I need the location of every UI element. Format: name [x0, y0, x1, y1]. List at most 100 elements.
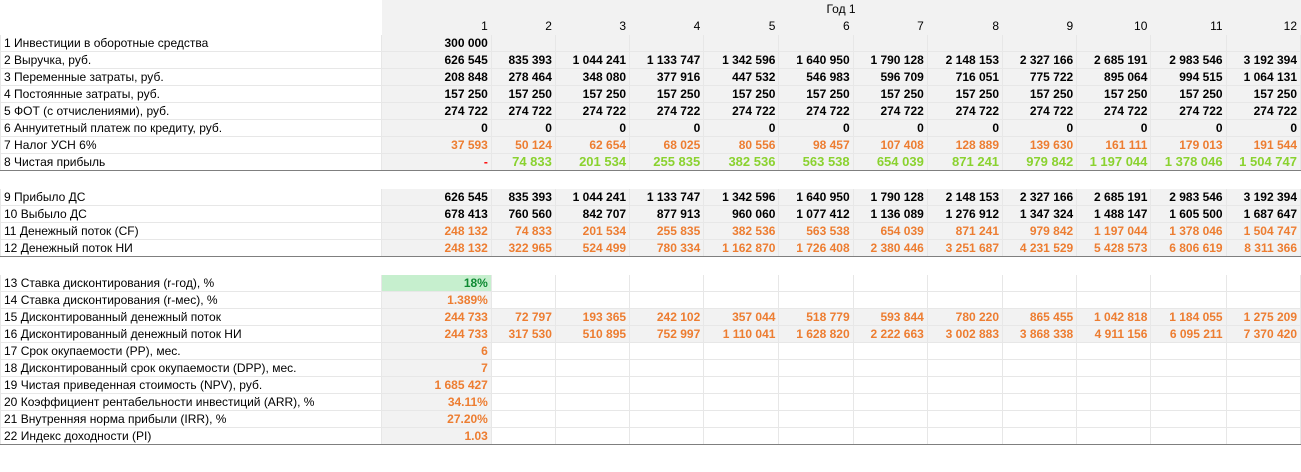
cell-r13-m3[interactable]: [554, 274, 631, 292]
cell-r1-m11[interactable]: [1150, 34, 1227, 52]
cell-r9-m4[interactable]: 1 133 747: [629, 188, 705, 206]
row-label-10[interactable]: 10 Выбыло ДС: [0, 205, 383, 223]
cell-r12-m11[interactable]: 6 806 619: [1150, 239, 1227, 257]
cell-r14-m11[interactable]: [1150, 291, 1227, 309]
cell-r9-m5[interactable]: 1 342 596: [703, 188, 780, 206]
cell-r15-m7[interactable]: 593 844: [852, 308, 928, 326]
cell-r19-m2[interactable]: [490, 376, 556, 394]
cell-r7-m5[interactable]: 80 556: [703, 136, 780, 154]
corner-cell[interactable]: [0, 17, 383, 35]
cell-r4-m9[interactable]: 157 250: [1002, 85, 1078, 103]
cell-r10-m4[interactable]: 877 913: [629, 205, 705, 223]
cell-r8-m10[interactable]: 1 197 044: [1076, 153, 1152, 171]
cell-r6-m1[interactable]: 0: [381, 119, 492, 137]
cell-r13-m2[interactable]: [490, 274, 556, 292]
cell-r10-m2[interactable]: 760 560: [490, 205, 556, 223]
cell-r1-m8[interactable]: [926, 34, 1004, 52]
cell-r21-m2[interactable]: [490, 410, 556, 428]
cell-r4-m3[interactable]: 157 250: [554, 85, 631, 103]
cell-r1-m12[interactable]: [1225, 34, 1301, 52]
cell-r10-m11[interactable]: 1 605 500: [1150, 205, 1227, 223]
month-header-5[interactable]: 5: [703, 17, 780, 35]
cell-r16-m6[interactable]: 1 628 820: [778, 325, 854, 343]
cell-r11-m3[interactable]: 201 534: [554, 222, 631, 240]
cell-r13-m11[interactable]: [1150, 274, 1227, 292]
row-label-19[interactable]: 19 Чистая приведенная стоимость (NPV), р…: [0, 376, 383, 394]
cell-r13-m5[interactable]: [703, 274, 780, 292]
cell-r10-m3[interactable]: 842 707: [554, 205, 631, 223]
cell-r17-m2[interactable]: [490, 342, 556, 360]
cell-r16-m1[interactable]: 244 733: [381, 325, 492, 343]
cell-r12-m3[interactable]: 524 499: [554, 239, 631, 257]
row-label-13[interactable]: 13 Ставка дисконтирования (r-год), %: [0, 274, 383, 292]
row-label-3[interactable]: 3 Переменные затраты, руб.: [0, 68, 383, 86]
cell-r16-m5[interactable]: 1 110 041: [703, 325, 780, 343]
cell-r5-m12[interactable]: 274 722: [1225, 102, 1301, 120]
cell-r4-m5[interactable]: 157 250: [703, 85, 780, 103]
cell-r22-m2[interactable]: [490, 427, 556, 445]
cell-r21-m8[interactable]: [926, 410, 1004, 428]
cell-r11-m1[interactable]: 248 132: [381, 222, 492, 240]
cell-r9-m8[interactable]: 2 148 153: [926, 188, 1004, 206]
cell-r15-m9[interactable]: 865 455: [1002, 308, 1078, 326]
cell-r2-m7[interactable]: 1 790 128: [852, 51, 928, 69]
cell-r18-m5[interactable]: [703, 359, 780, 377]
cell-r4-m7[interactable]: 157 250: [852, 85, 928, 103]
cell-r16-m10[interactable]: 4 911 156: [1076, 325, 1152, 343]
cell-r7-m4[interactable]: 68 025: [629, 136, 705, 154]
cell-r22-m7[interactable]: [852, 427, 928, 445]
month-header-4[interactable]: 4: [629, 17, 705, 35]
cell-r21-m5[interactable]: [703, 410, 780, 428]
cell-r9-m11[interactable]: 2 983 546: [1150, 188, 1227, 206]
cell-r21-m6[interactable]: [778, 410, 854, 428]
cell-r1-m2[interactable]: [490, 34, 556, 52]
cell-r22-m3[interactable]: [554, 427, 631, 445]
empty-cell[interactable]: [381, 170, 492, 189]
cell-r8-m4[interactable]: 255 835: [629, 153, 705, 171]
cell-r22-m10[interactable]: [1076, 427, 1152, 445]
cell-r3-m5[interactable]: 447 532: [703, 68, 780, 86]
cell-r3-m9[interactable]: 775 722: [1002, 68, 1078, 86]
cell-r14-m9[interactable]: [1002, 291, 1078, 309]
cell-r22-m9[interactable]: [1002, 427, 1078, 445]
cell-r2-m10[interactable]: 2 685 191: [1076, 51, 1152, 69]
cell-r9-m10[interactable]: 2 685 191: [1076, 188, 1152, 206]
cell-r11-m7[interactable]: 654 039: [852, 222, 928, 240]
cell-r2-m12[interactable]: 3 192 394: [1225, 51, 1301, 69]
row-label-17[interactable]: 17 Срок окупаемости (PP), мес.: [0, 342, 383, 360]
cell-r12-m7[interactable]: 2 380 446: [852, 239, 928, 257]
cell-r18-m12[interactable]: [1225, 359, 1301, 377]
cell-r22-m5[interactable]: [703, 427, 780, 445]
empty-cell[interactable]: [1225, 256, 1301, 275]
cell-r3-m6[interactable]: 546 983: [778, 68, 854, 86]
cell-r9-m12[interactable]: 3 192 394: [1225, 188, 1301, 206]
cell-r5-m11[interactable]: 274 722: [1150, 102, 1227, 120]
cell-r13-m1[interactable]: 18%: [381, 274, 492, 292]
cell-r14-m10[interactable]: [1076, 291, 1152, 309]
row-label-21[interactable]: 21 Внутренняя норма прибыли (IRR), %: [0, 410, 383, 428]
cell-r9-m3[interactable]: 1 044 241: [554, 188, 631, 206]
cell-r18-m7[interactable]: [852, 359, 928, 377]
row-label-6[interactable]: 6 Аннуитетный платеж по кредиту, руб.: [0, 119, 383, 137]
cell-r1-m10[interactable]: [1076, 34, 1152, 52]
cell-r18-m1[interactable]: 7: [381, 359, 492, 377]
cell-r18-m8[interactable]: [926, 359, 1004, 377]
cell-r4-m11[interactable]: 157 250: [1150, 85, 1227, 103]
month-header-7[interactable]: 7: [852, 17, 928, 35]
cell-r1-m4[interactable]: [629, 34, 705, 52]
cell-r5-m5[interactable]: 274 722: [703, 102, 780, 120]
row-label-12[interactable]: 12 Денежный поток НИ: [0, 239, 383, 257]
row-label-16[interactable]: 16 Дисконтированный денежный поток НИ: [0, 325, 383, 343]
cell-r8-m11[interactable]: 1 378 046: [1150, 153, 1227, 171]
cell-r16-m4[interactable]: 752 997: [629, 325, 705, 343]
cell-r8-m1[interactable]: -: [381, 153, 492, 171]
cell-r8-m9[interactable]: 979 842: [1002, 153, 1078, 171]
month-header-12[interactable]: 12: [1225, 17, 1301, 35]
empty-cell[interactable]: [554, 256, 631, 275]
empty-cell[interactable]: [778, 256, 854, 275]
cell-r19-m1[interactable]: 1 685 427: [381, 376, 492, 394]
cell-r9-m1[interactable]: 626 545: [381, 188, 492, 206]
cell-r9-m6[interactable]: 1 640 950: [778, 188, 854, 206]
cell-r6-m6[interactable]: 0: [778, 119, 854, 137]
cell-r6-m8[interactable]: 0: [926, 119, 1004, 137]
